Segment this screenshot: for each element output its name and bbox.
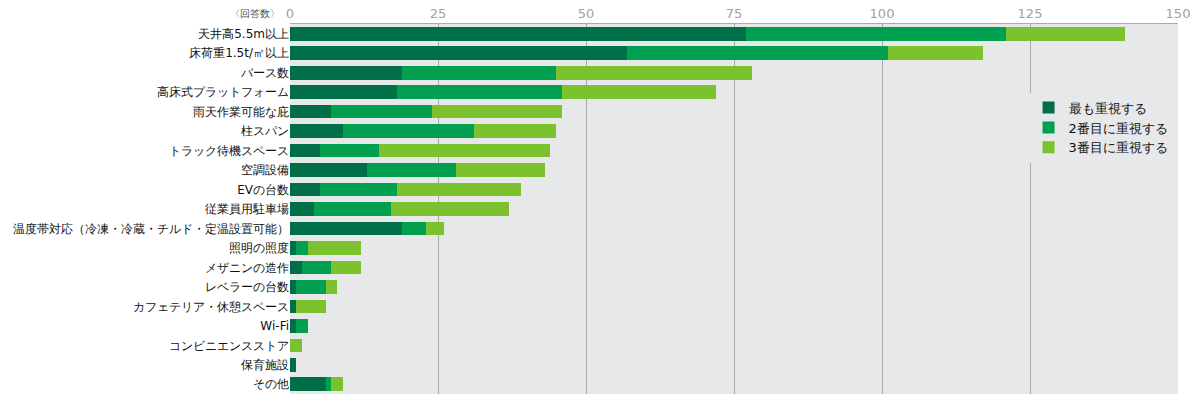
svg-text:EVの台数: EVの台数: [237, 183, 289, 197]
svg-text:レベラーの台数: レベラーの台数: [205, 280, 289, 294]
svg-text:75: 75: [726, 6, 743, 21]
svg-text:天井高5.5m以上: 天井高5.5m以上: [198, 27, 289, 41]
svg-text:100: 100: [870, 6, 895, 21]
svg-text:空調設備: 空調設備: [241, 163, 289, 177]
svg-text:2番目に重視する: 2番目に重視する: [1069, 121, 1168, 136]
svg-text:雨天作業可能な庇: 雨天作業可能な庇: [193, 105, 289, 119]
svg-text:トラック待機スペース: トラック待機スペース: [169, 144, 289, 158]
svg-text:125: 125: [1018, 6, 1043, 21]
svg-text:柱スパン: 柱スパン: [241, 124, 289, 138]
svg-text:最も重視する: 最も重視する: [1069, 101, 1147, 116]
svg-text:温度帯対応（冷凍・冷蔵・チルド・定温設置可能）: 温度帯対応（冷凍・冷蔵・チルド・定温設置可能）: [13, 222, 289, 236]
svg-text:従業員用駐車場: 従業員用駐車場: [205, 202, 289, 216]
svg-text:150: 150: [1166, 6, 1191, 21]
svg-text:3番目に重視する: 3番目に重視する: [1069, 140, 1168, 155]
svg-text:バース数: バース数: [240, 66, 289, 80]
svg-text:カフェテリア・休憩スペース: カフェテリア・休憩スペース: [133, 300, 289, 314]
svg-text:50: 50: [578, 6, 595, 21]
svg-text:25: 25: [430, 6, 447, 21]
svg-text:コンビニエンスストア: コンビニエンスストア: [169, 339, 289, 353]
svg-text:保育施設: 保育施設: [241, 358, 289, 372]
svg-text:メザニンの造作: メザニンの造作: [205, 261, 289, 275]
svg-text:高床式プラットフォーム: 高床式プラットフォーム: [157, 85, 289, 99]
svg-text:照明の照度: 照明の照度: [229, 241, 289, 255]
svg-text:床荷重1.5t/㎡以上: 床荷重1.5t/㎡以上: [189, 46, 289, 60]
svg-text:その他: その他: [253, 377, 289, 391]
svg-text:〈回答数〉: 〈回答数〉: [230, 8, 280, 19]
svg-text:Wi-Fi: Wi-Fi: [260, 319, 289, 333]
svg-text:0: 0: [286, 6, 294, 21]
